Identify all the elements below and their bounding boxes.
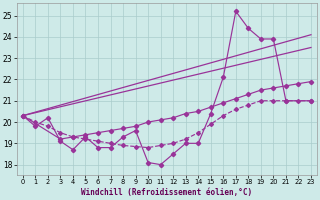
X-axis label: Windchill (Refroidissement éolien,°C): Windchill (Refroidissement éolien,°C) [81, 188, 252, 197]
